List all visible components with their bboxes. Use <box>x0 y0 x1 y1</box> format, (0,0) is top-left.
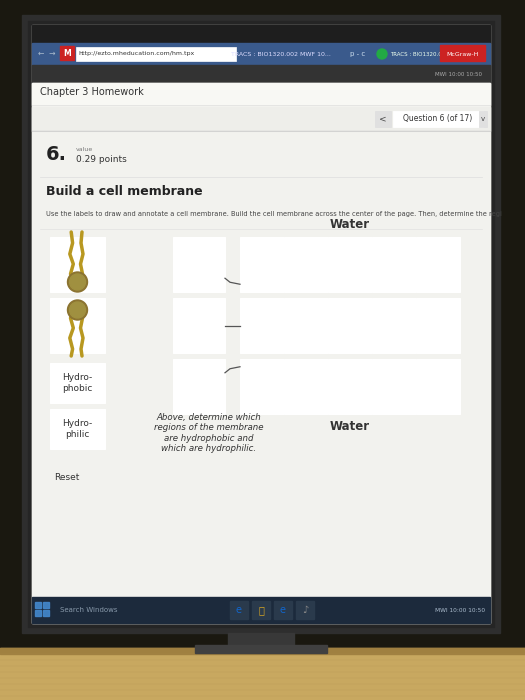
Text: Chapter 3 Homework: Chapter 3 Homework <box>40 87 144 97</box>
Circle shape <box>69 302 86 318</box>
Bar <box>34 601 52 619</box>
Text: Hydro-
phobic: Hydro- phobic <box>62 373 93 393</box>
Bar <box>32 25 490 43</box>
Bar <box>32 597 490 623</box>
Text: Search Windows: Search Windows <box>60 607 118 613</box>
Bar <box>50 237 105 292</box>
Bar <box>0 648 525 654</box>
Text: TRACS : BIO1320.002 MWF 10...: TRACS : BIO1320.002 MWF 10... <box>390 52 478 57</box>
Text: Above, determine which
regions of the membrane
are hydrophobic and
which are hyd: Above, determine which regions of the me… <box>154 413 264 453</box>
Text: Build a cell membrane: Build a cell membrane <box>46 185 203 198</box>
Bar <box>479 111 487 127</box>
Text: e: e <box>280 605 286 615</box>
Bar <box>372 298 416 353</box>
Bar <box>22 15 500 633</box>
Text: McGraw-H: McGraw-H <box>447 52 479 57</box>
Bar <box>228 633 294 651</box>
Text: Question 6 (of 17): Question 6 (of 17) <box>403 115 472 123</box>
Circle shape <box>69 274 86 290</box>
Bar <box>43 610 49 616</box>
Bar <box>416 298 460 353</box>
Bar <box>284 298 328 353</box>
Text: ←  →: ← → <box>38 50 56 59</box>
Bar <box>393 111 483 127</box>
Bar <box>32 65 490 83</box>
Text: 0.29 points: 0.29 points <box>76 155 127 164</box>
Text: <: < <box>379 115 387 123</box>
Text: e: e <box>236 605 242 615</box>
Bar <box>240 298 284 353</box>
Bar <box>284 237 328 292</box>
Text: Water: Water <box>330 419 370 433</box>
Bar <box>296 601 314 619</box>
Bar <box>274 601 292 619</box>
Text: Hydro-
philic: Hydro- philic <box>62 419 92 439</box>
Bar <box>230 601 248 619</box>
Circle shape <box>68 300 88 320</box>
Bar <box>440 45 485 61</box>
Bar <box>76 47 236 61</box>
Text: value: value <box>76 147 93 152</box>
Bar <box>32 25 490 623</box>
Bar <box>195 645 327 653</box>
Text: MWI 10:00 10:50: MWI 10:00 10:50 <box>435 71 482 76</box>
Text: Water: Water <box>330 218 370 232</box>
Bar <box>240 359 284 414</box>
Text: http://ezto.mheducation.com/hm.tpx: http://ezto.mheducation.com/hm.tpx <box>78 52 194 57</box>
Bar <box>284 359 328 414</box>
Bar <box>328 359 372 414</box>
Text: p - c: p - c <box>350 51 365 57</box>
Bar <box>32 43 490 65</box>
Bar <box>43 602 49 608</box>
Bar <box>173 237 225 292</box>
Bar <box>372 237 416 292</box>
Bar <box>32 83 490 623</box>
Bar <box>173 298 225 353</box>
Text: ♪: ♪ <box>302 605 308 615</box>
Bar <box>240 237 284 292</box>
Text: Use the labels to draw and annotate a cell membrane. Build the cell membrane acr: Use the labels to draw and annotate a ce… <box>46 211 502 217</box>
Text: 📁: 📁 <box>258 605 264 615</box>
Bar <box>50 298 105 353</box>
Bar <box>375 111 391 127</box>
Text: 6.: 6. <box>46 145 67 164</box>
Bar <box>60 46 74 60</box>
Bar <box>416 359 460 414</box>
Bar <box>0 648 525 700</box>
Bar <box>32 83 490 105</box>
Bar <box>50 363 105 403</box>
Bar <box>32 107 490 131</box>
Bar <box>328 298 372 353</box>
Bar <box>252 601 270 619</box>
Bar <box>328 237 372 292</box>
Bar <box>50 409 105 449</box>
Bar <box>28 21 494 627</box>
Text: TRACS : BIO1320.002 MWF 10...: TRACS : BIO1320.002 MWF 10... <box>231 52 331 57</box>
Bar <box>372 359 416 414</box>
Text: MWI 10:00 10:50: MWI 10:00 10:50 <box>435 608 485 612</box>
Bar <box>173 359 225 414</box>
Bar <box>416 237 460 292</box>
Text: Reset: Reset <box>54 473 79 482</box>
Bar <box>35 602 41 608</box>
Circle shape <box>377 49 387 59</box>
Text: M: M <box>63 50 71 59</box>
Circle shape <box>68 272 88 292</box>
Text: v: v <box>481 116 485 122</box>
Bar <box>35 610 41 616</box>
